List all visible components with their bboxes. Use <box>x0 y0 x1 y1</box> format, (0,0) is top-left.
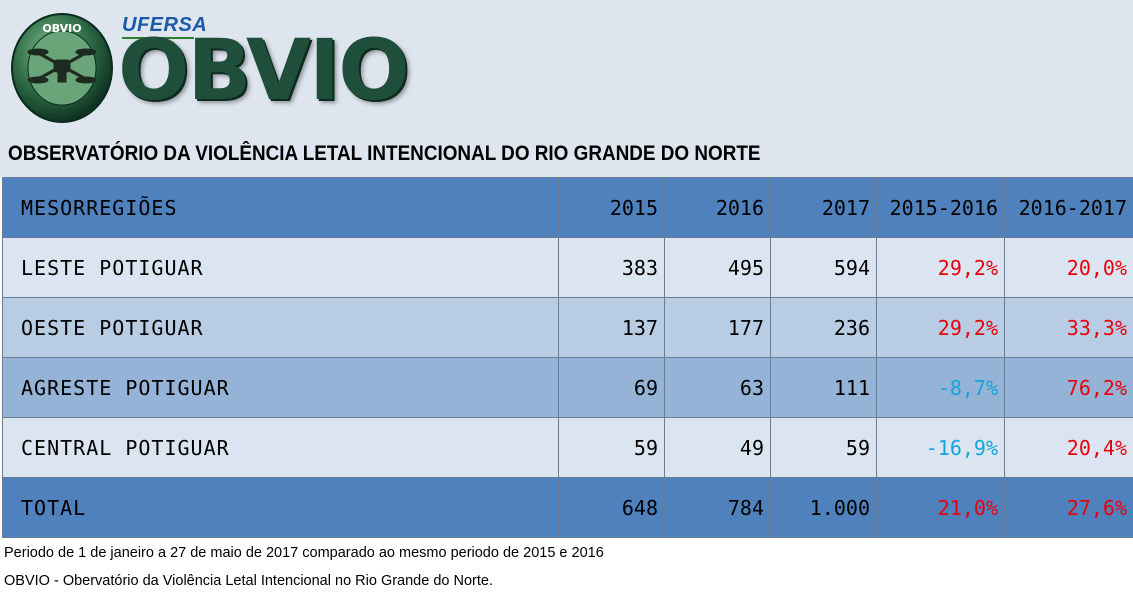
page-title: OBSERVATÓRIO DA VIOLÊNCIA LETAL INTENCIO… <box>8 142 761 165</box>
value-2017: 594 <box>770 237 877 298</box>
change-2016-2017: 20,0% <box>1004 237 1133 298</box>
source-note: OBVIO - Obervatório da Violência Letal I… <box>4 573 493 589</box>
table-row: LESTE POTIGUAR 383 495 594 29,2% 20,0% <box>2 237 1133 298</box>
region-name: OESTE POTIGUAR <box>2 297 559 358</box>
total-label: TOTAL <box>2 477 559 538</box>
value-2015: 69 <box>558 357 665 418</box>
obvio-drone-logo-icon: OBVIO <box>11 13 113 123</box>
period-note: Periodo de 1 de janeiro a 27 de maio de … <box>4 545 604 561</box>
university-logo-text: UFERSA <box>122 14 208 36</box>
value-2016: 63 <box>664 357 771 418</box>
total-change-2015-2016: 21,0% <box>876 477 1005 538</box>
region-name: CENTRAL POTIGUAR <box>2 417 559 478</box>
total-2016: 784 <box>664 477 771 538</box>
change-2016-2017: 33,3% <box>1004 297 1133 358</box>
table-row: OESTE POTIGUAR 137 177 236 29,2% 33,3% <box>2 297 1133 358</box>
column-header-2017: 2017 <box>770 177 877 238</box>
value-2017: 236 <box>770 297 877 358</box>
header-banner: OBVIO UFERSA OBVIO OBSERVATÓRIO DA VIOLÊ… <box>0 0 1133 177</box>
total-2017: 1.000 <box>770 477 877 538</box>
column-header-change-2016-2017: 2016-2017 <box>1004 177 1133 238</box>
change-2015-2016: 29,2% <box>876 237 1005 298</box>
change-2015-2016: -8,7% <box>876 357 1005 418</box>
value-2017: 59 <box>770 417 877 478</box>
column-header-2015: 2015 <box>558 177 665 238</box>
svg-text:OBVIO: OBVIO <box>42 22 81 35</box>
value-2016: 177 <box>664 297 771 358</box>
change-2016-2017: 20,4% <box>1004 417 1133 478</box>
total-2015: 648 <box>558 477 665 538</box>
value-2015: 59 <box>558 417 665 478</box>
table-total-row: TOTAL 648 784 1.000 21,0% 27,6% <box>2 477 1133 538</box>
column-header-change-2015-2016: 2015-2016 <box>876 177 1005 238</box>
value-2015: 383 <box>558 237 665 298</box>
table-header-row: MESORREGIÕES 2015 2016 2017 2015-2016 20… <box>2 177 1133 238</box>
change-2015-2016: -16,9% <box>876 417 1005 478</box>
region-name: LESTE POTIGUAR <box>2 237 559 298</box>
value-2017: 111 <box>770 357 877 418</box>
obvio-wordmark: OBVIO <box>118 21 410 119</box>
change-2016-2017: 76,2% <box>1004 357 1133 418</box>
column-header-2016: 2016 <box>664 177 771 238</box>
value-2015: 137 <box>558 297 665 358</box>
table-row: AGRESTE POTIGUAR 69 63 111 -8,7% 76,2% <box>2 357 1133 418</box>
column-header-region: MESORREGIÕES <box>2 177 559 238</box>
change-2015-2016: 29,2% <box>876 297 1005 358</box>
table-row: CENTRAL POTIGUAR 59 49 59 -16,9% 20,4% <box>2 417 1133 478</box>
total-change-2016-2017: 27,6% <box>1004 477 1133 538</box>
value-2016: 49 <box>664 417 771 478</box>
region-name: AGRESTE POTIGUAR <box>2 357 559 418</box>
homicides-by-region-table: MESORREGIÕES 2015 2016 2017 2015-2016 20… <box>2 177 1133 538</box>
value-2016: 495 <box>664 237 771 298</box>
university-underline <box>122 37 194 39</box>
